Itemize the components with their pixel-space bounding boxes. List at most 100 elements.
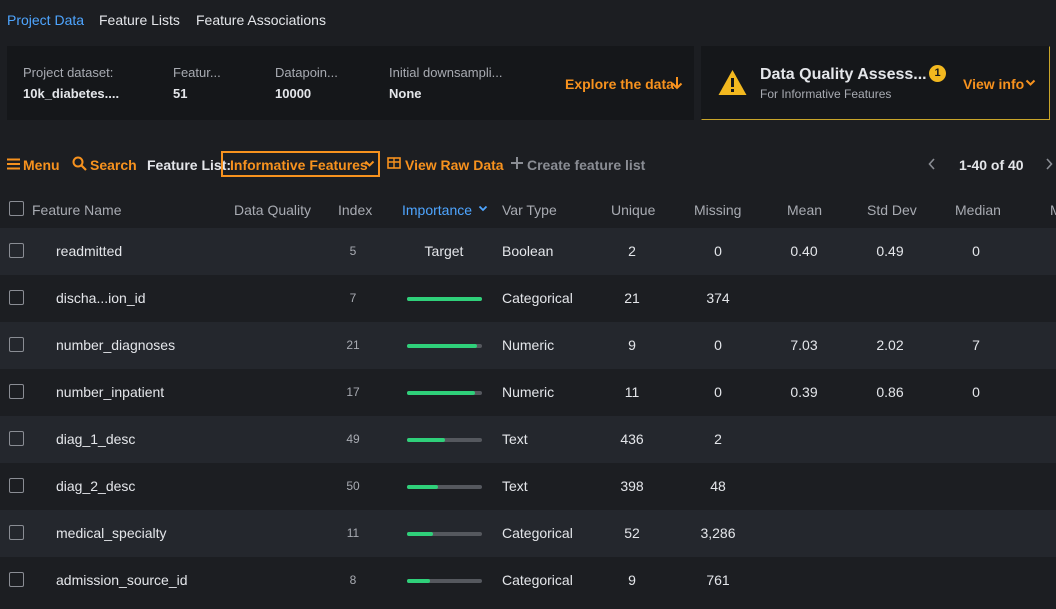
cell-missing: 2 — [714, 431, 722, 447]
next-page-icon[interactable] — [1045, 158, 1053, 170]
importance-track — [407, 438, 482, 442]
importance-track — [407, 579, 482, 583]
index: 11 — [346, 526, 360, 540]
importance-track — [407, 391, 482, 395]
var-type: Numeric — [502, 384, 555, 400]
importance-track — [407, 297, 482, 301]
row-checkbox[interactable] — [9, 243, 24, 258]
cell-missing: 374 — [706, 290, 730, 306]
importance-bar — [407, 344, 477, 348]
arrow-down-icon — [671, 77, 683, 90]
column-header[interactable]: Var Type — [502, 202, 557, 218]
table-row[interactable] — [0, 416, 1056, 463]
nav-tab[interactable]: Feature Associations — [196, 12, 326, 28]
feature-list-value: Informative Features — [230, 157, 368, 173]
column-header[interactable]: Importance — [402, 202, 473, 218]
column-header[interactable]: Std Dev — [867, 202, 917, 218]
cell-std-dev: 0.86 — [876, 384, 904, 400]
summary-label: Datapoin... — [275, 65, 338, 80]
table-row[interactable] — [0, 369, 1056, 416]
feature-name: diag_1_desc — [56, 431, 136, 447]
summary-label: Initial downsampli... — [389, 65, 503, 80]
index: 7 — [349, 291, 357, 305]
importance-track — [407, 344, 482, 348]
column-header[interactable]: Mean — [787, 202, 823, 218]
view-raw-button[interactable]: View Raw Data — [405, 157, 504, 173]
cell-median: 7 — [972, 337, 980, 353]
table-row[interactable] — [0, 557, 1056, 604]
table-row[interactable] — [0, 275, 1056, 322]
row-checkbox[interactable] — [9, 384, 24, 399]
plus-icon — [511, 157, 523, 169]
importance-bar — [407, 297, 482, 301]
table-row[interactable] — [0, 510, 1056, 557]
feature-name: admission_source_id — [56, 572, 188, 588]
cell-missing: 761 — [706, 572, 730, 588]
cell-median: 0 — [972, 243, 980, 259]
menu-icon — [7, 158, 20, 170]
summary-panel — [7, 46, 694, 120]
column-header[interactable]: Median — [955, 202, 1001, 218]
var-type: Boolean — [502, 243, 554, 259]
chevron-icon — [364, 160, 375, 167]
row-checkbox[interactable] — [9, 478, 24, 493]
var-type: Numeric — [502, 337, 555, 353]
quality-badge: 1 — [929, 65, 946, 82]
column-header[interactable]: Index — [338, 202, 373, 218]
var-type: Text — [502, 431, 528, 447]
cell-median: 0 — [972, 384, 980, 400]
var-type: Categorical — [502, 572, 573, 588]
column-header[interactable]: Missing — [694, 202, 742, 218]
quality-title: Data Quality Assess... — [760, 66, 927, 83]
table-icon — [387, 157, 401, 169]
row-checkbox[interactable] — [9, 290, 24, 305]
cell-unique: 11 — [624, 384, 640, 400]
explore-link[interactable]: Explore the data — [565, 76, 674, 92]
create-list-button[interactable]: Create feature list — [527, 157, 646, 173]
feature-name: number_diagnoses — [56, 337, 176, 353]
menu-button[interactable]: Menu — [23, 157, 60, 173]
feature-list-select[interactable] — [221, 151, 380, 177]
column-header[interactable]: Unique — [611, 202, 656, 218]
cell-unique: 21 — [624, 290, 640, 306]
row-checkbox[interactable] — [9, 572, 24, 587]
importance-bar — [407, 579, 430, 583]
view-info-link[interactable]: View info — [963, 76, 1025, 92]
prev-page-icon[interactable] — [928, 158, 936, 170]
table-row[interactable] — [0, 322, 1056, 369]
cell-missing: 0 — [714, 384, 722, 400]
table-row[interactable] — [0, 228, 1056, 275]
importance-bar — [407, 438, 445, 442]
column-header[interactable]: M — [1050, 202, 1056, 218]
importance-bar — [407, 485, 438, 489]
search-button[interactable]: Search — [90, 157, 137, 173]
summary-label: Project dataset: — [23, 65, 114, 80]
feature-name: discha...ion_id — [56, 290, 146, 306]
feature-name: readmitted — [56, 243, 123, 259]
importance-bar — [407, 391, 475, 395]
summary-value: 10k_diabetes.... — [23, 86, 120, 101]
cell-mean: 0.40 — [790, 243, 818, 259]
row-checkbox[interactable] — [9, 431, 24, 446]
index: 17 — [346, 385, 360, 399]
select-all-checkbox[interactable] — [9, 201, 24, 216]
index: 8 — [349, 573, 357, 587]
nav-tab[interactable]: Project Data — [7, 12, 85, 28]
row-checkbox[interactable] — [9, 337, 24, 352]
cell-unique: 436 — [620, 431, 644, 447]
column-header[interactable]: Feature Name — [32, 202, 122, 218]
feature-name: diag_2_desc — [56, 478, 136, 494]
cell-unique: 52 — [624, 525, 640, 541]
nav-tab[interactable]: Feature Lists — [99, 12, 180, 28]
index: 21 — [346, 338, 360, 352]
index: 5 — [349, 244, 357, 258]
column-header[interactable]: Data Quality — [234, 202, 312, 218]
cell-unique: 2 — [628, 243, 636, 259]
cell-mean: 0.39 — [790, 384, 818, 400]
pagination: 1-40 of 40 — [959, 157, 1024, 173]
table-row[interactable] — [0, 463, 1056, 510]
cell-mean: 7.03 — [790, 337, 818, 353]
row-checkbox[interactable] — [9, 525, 24, 540]
importance-track — [407, 532, 482, 536]
